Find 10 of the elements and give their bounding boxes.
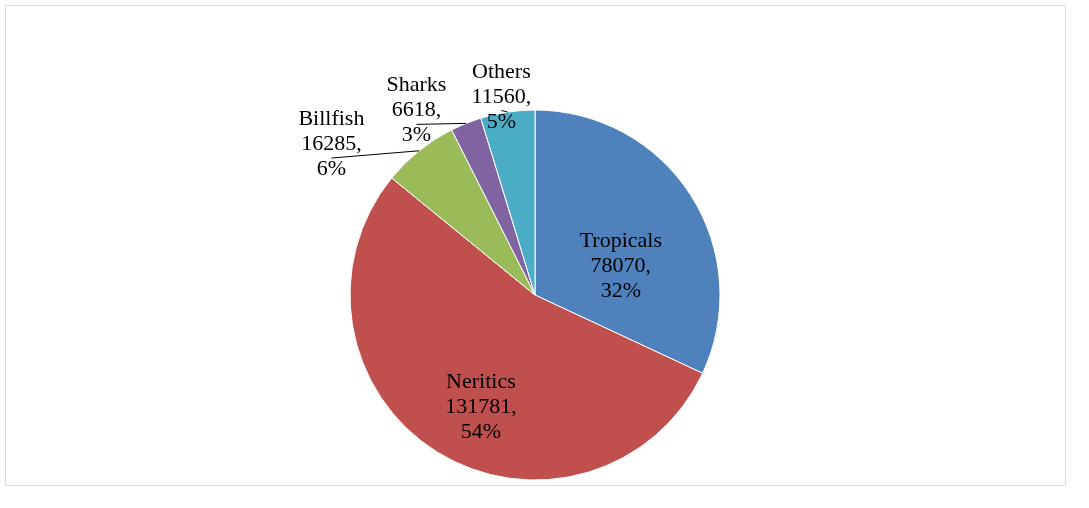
data-label: 131781, 54% xyxy=(445,393,517,444)
slice-label: Sharks xyxy=(386,71,447,97)
slice-label: Neritics xyxy=(446,368,516,394)
slice-label: Others xyxy=(472,57,531,83)
data-label: 6618, 3% xyxy=(391,96,442,147)
slice-label: Tropicals xyxy=(579,227,662,253)
data-label: 78070, 32% xyxy=(590,252,652,303)
data-label: 11560, 5% xyxy=(471,82,532,133)
data-label: 16285, 6% xyxy=(301,130,362,181)
slice-label: Billfish xyxy=(298,105,365,131)
